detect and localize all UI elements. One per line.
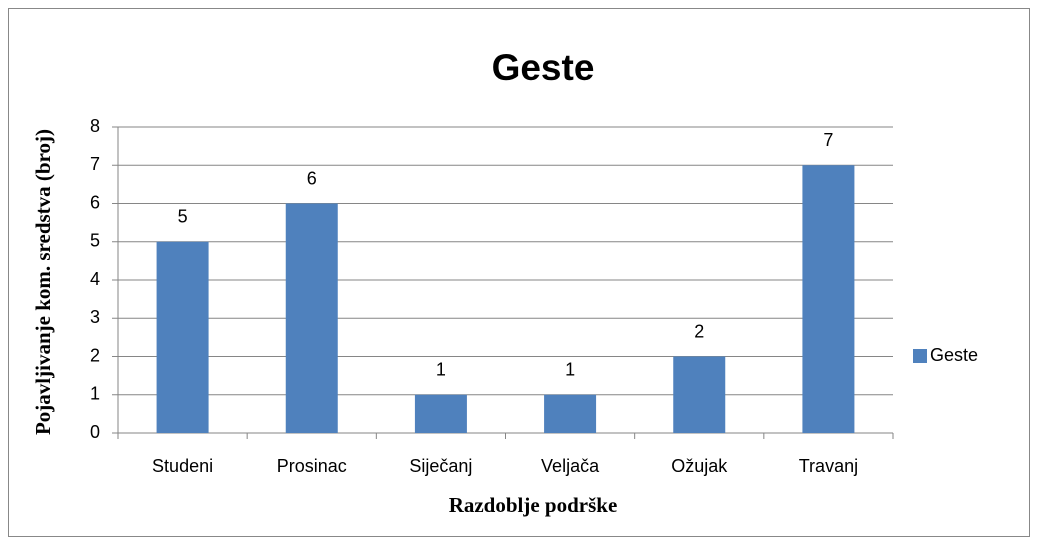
data-label: 2 bbox=[694, 321, 704, 341]
y-axis-label: Pojavljivanje kom. sredstva (broj) bbox=[31, 129, 55, 435]
x-tick-label: Ožujak bbox=[671, 456, 728, 476]
data-label: 7 bbox=[823, 130, 833, 150]
x-tick-label: Studeni bbox=[152, 456, 213, 476]
x-tick-label: Siječanj bbox=[409, 456, 472, 476]
x-tick-label: Prosinac bbox=[277, 456, 347, 476]
data-label: 1 bbox=[436, 360, 446, 380]
legend-label: Geste bbox=[930, 345, 978, 365]
y-tick-label: 3 bbox=[90, 307, 100, 327]
data-label: 6 bbox=[307, 168, 317, 188]
y-tick-label: 2 bbox=[90, 345, 100, 365]
data-label: 1 bbox=[565, 360, 575, 380]
y-tick-label: 5 bbox=[90, 231, 100, 251]
y-tick-label: 8 bbox=[90, 116, 100, 136]
y-tick-label: 6 bbox=[90, 192, 100, 212]
bar bbox=[802, 165, 855, 433]
bar bbox=[414, 394, 467, 433]
x-tick-label: Travanj bbox=[799, 456, 858, 476]
bar bbox=[156, 241, 209, 433]
x-axis-label: Razdoblje podrške bbox=[449, 493, 618, 517]
bar bbox=[285, 203, 338, 433]
y-tick-label: 1 bbox=[90, 384, 100, 404]
legend-swatch bbox=[913, 349, 927, 363]
bar bbox=[673, 356, 726, 433]
chart-title: Geste bbox=[492, 47, 595, 88]
y-tick-label: 0 bbox=[90, 422, 100, 442]
y-tick-label: 7 bbox=[90, 154, 100, 174]
x-tick-label: Veljača bbox=[541, 456, 600, 476]
y-tick-label: 4 bbox=[90, 269, 100, 289]
data-label: 5 bbox=[178, 207, 188, 227]
bar bbox=[544, 394, 597, 433]
